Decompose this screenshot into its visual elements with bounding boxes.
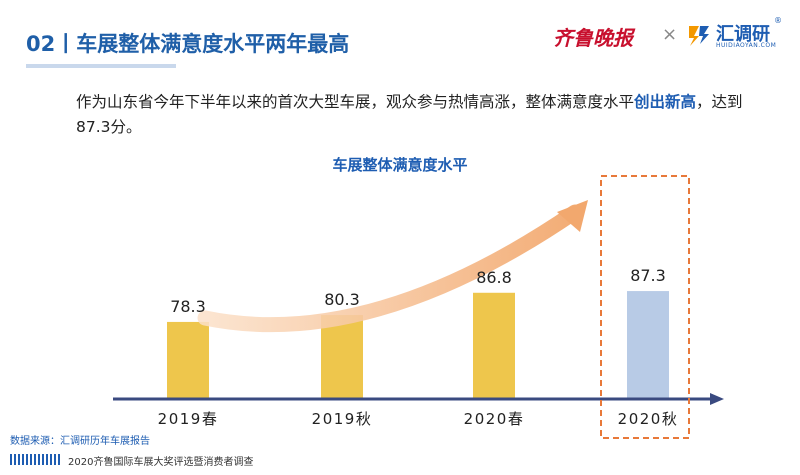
trend-arrow-head <box>557 200 588 232</box>
huidiaoyan-mark-icon <box>689 26 709 46</box>
x-axis-arrow-icon <box>710 393 724 405</box>
page-title: 02丨车展整体满意度水平两年最高 <box>26 32 350 56</box>
footer-stripe <box>10 454 62 465</box>
bar-2020春 <box>473 292 515 398</box>
highlight-box <box>600 175 690 439</box>
value-label-2020秋: 87.3 <box>630 266 666 285</box>
bars-layer <box>167 291 669 398</box>
footer-note: 2020齐鲁国际车展大奖评选暨消费者调查 <box>68 457 254 468</box>
qilu-evening-news-logo: 齐鲁晚报 <box>553 26 633 50</box>
huidiaoyan-domain: HUIDIAOYAN.COM <box>716 42 777 49</box>
intro-text: 作为山东省今年下半年以来的首次大型车展，观众参与热情高涨，整体满意度水平 <box>76 93 635 111</box>
bar-2020秋 <box>627 291 669 398</box>
chart-title: 车展整体满意度水平 <box>332 156 468 174</box>
intro-paragraph: 作为山东省今年下半年以来的首次大型车展，观众参与热情高涨，整体满意度水平创出新高… <box>76 90 766 140</box>
trend-arrow-body <box>197 204 583 333</box>
title-underline <box>26 64 176 68</box>
value-label-2019秋: 80.3 <box>324 290 360 309</box>
huidiaoyan-logo: 汇调研 ® HUIDIAOYAN.COM <box>686 16 786 54</box>
category-label-2020春: 2020春 <box>464 410 525 428</box>
data-source: 数据来源：汇调研历年车展报告 <box>10 436 150 447</box>
times-separator-icon: × <box>662 24 678 45</box>
value-label-2019春: 78.3 <box>170 297 206 316</box>
category-label-2019春: 2019春 <box>158 410 219 428</box>
registered-mark: ® <box>774 16 782 25</box>
intro-text-end: ，达到87.3分。 <box>76 93 743 136</box>
category-label-2019秋: 2019秋 <box>312 410 373 428</box>
category-label-2020秋: 2020秋 <box>618 410 679 428</box>
labels-layer: 78.3 2019春 80.3 2019秋 86.8 2020春 87.3 2020秋 <box>158 266 679 428</box>
intro-highlight: 创出新高 <box>634 93 697 111</box>
bar-2019秋 <box>321 315 363 398</box>
huidiaoyan-name: 汇调研 <box>716 24 770 45</box>
value-label-2020春: 86.8 <box>476 268 512 287</box>
bar-2019春 <box>167 321 209 398</box>
